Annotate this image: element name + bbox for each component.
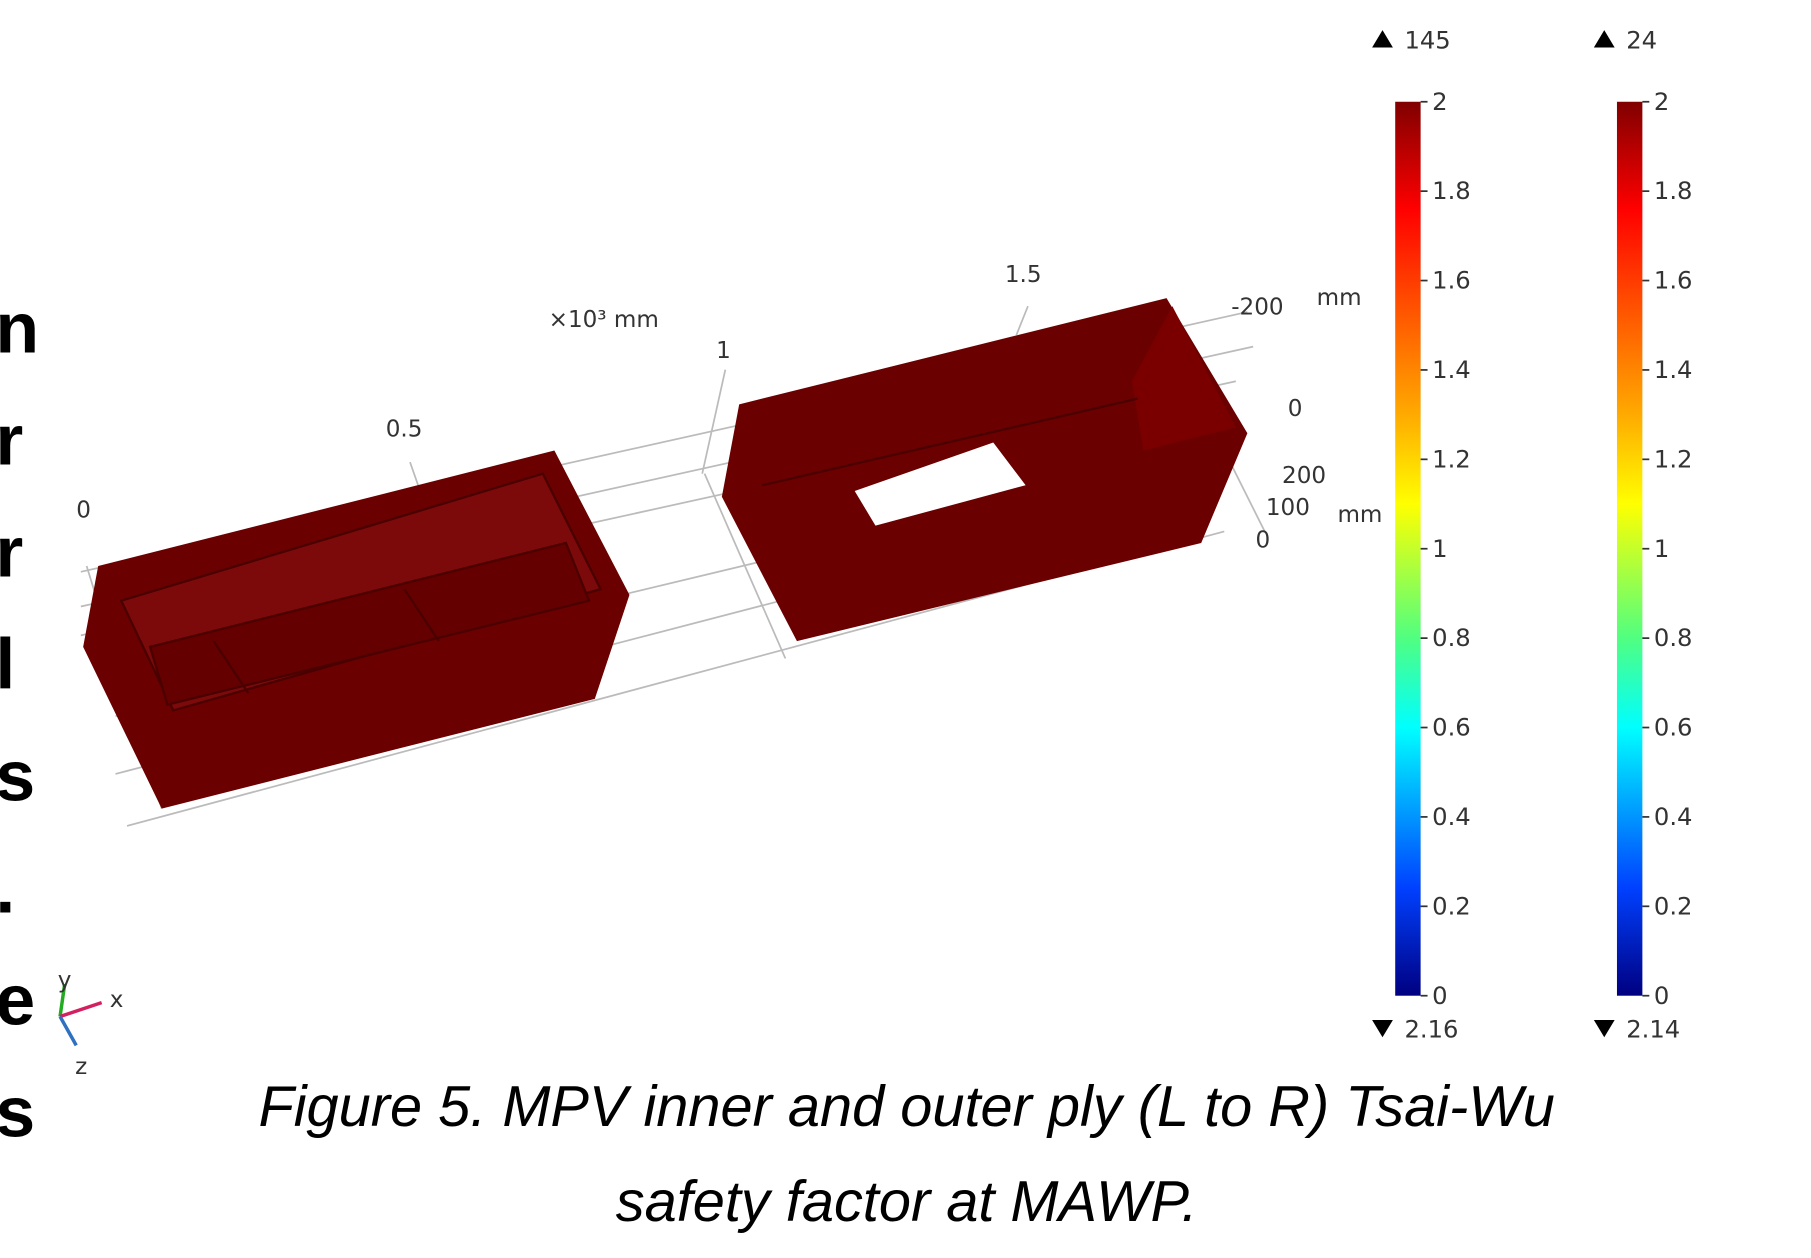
min-marker: [1594, 1020, 1615, 1037]
side-letter: e: [0, 961, 35, 1041]
side-text: nrrls.es: [0, 288, 39, 1152]
colorbar-min: 2.14: [1626, 1014, 1680, 1043]
colorbar-tick-label: 1.6: [1654, 266, 1693, 295]
colorbar-tick-label: 1: [1654, 534, 1669, 563]
max-marker: [1372, 30, 1393, 47]
colorbar-tick-label: 0: [1654, 981, 1669, 1010]
colorbar-max: 145: [1404, 26, 1450, 55]
axis-label: mm: [1317, 285, 1362, 311]
colorbar-tick-label: 0.2: [1654, 891, 1693, 920]
colorbar: [1617, 102, 1642, 996]
triad: y x z: [58, 968, 124, 1081]
colorbar-max: 24: [1626, 26, 1657, 55]
right-vessel: [722, 298, 1248, 641]
axis-label: -200: [1231, 294, 1283, 320]
triad-label: x: [110, 987, 124, 1013]
colorbar-tick-label: 0.6: [1432, 713, 1471, 742]
min-marker: [1372, 1020, 1393, 1037]
caption-line: Figure 5. MPV inner and outer ply (L to …: [258, 1075, 1554, 1139]
side-letter: .: [0, 849, 15, 929]
axis-label: 1.5: [1005, 262, 1042, 288]
axis-label: 0: [1288, 396, 1303, 422]
triad-label: z: [75, 1054, 87, 1080]
colorbar-min: 2.16: [1404, 1014, 1458, 1043]
axis-label: 0: [1255, 528, 1270, 554]
colorbar-tick-label: 0.4: [1654, 802, 1693, 831]
colorbar-tick-label: 2: [1654, 87, 1669, 116]
figure: ×10³ mm00.511.5-2000200mm1000mm y x z 14…: [0, 0, 1811, 1258]
colorbars: 145 2.16 2 1.8 1.6 1.4 1.2 1 0.8 0.6 0.4 0.2 0 24 2.14…: [1372, 26, 1692, 1044]
colorbar-tick-label: 1.2: [1432, 444, 1471, 473]
side-letter: l: [0, 624, 15, 704]
axis-label: ×10³ mm: [549, 307, 659, 333]
side-letter: s: [0, 1073, 35, 1153]
max-marker: [1594, 30, 1615, 47]
triad-label: y: [58, 968, 72, 994]
left-vessel: [83, 451, 629, 809]
axis-label: 200: [1282, 463, 1326, 489]
axis-label: 100: [1266, 495, 1310, 521]
colorbar-tick-label: 0.8: [1432, 623, 1471, 652]
colorbar-tick-label: 1.4: [1654, 355, 1693, 384]
colorbar-tick-label: 1: [1432, 534, 1447, 563]
colorbar-tick-label: 2: [1432, 87, 1447, 116]
colorbar-tick-label: 1.6: [1432, 266, 1471, 295]
colorbar-tick-label: 1.2: [1654, 444, 1693, 473]
colorbar-tick-label: 0.6: [1654, 713, 1693, 742]
colorbar-tick-label: 0.8: [1654, 623, 1693, 652]
colorbar-tick-label: 0.2: [1432, 891, 1471, 920]
axis-label: mm: [1337, 502, 1382, 528]
side-letter: n: [0, 288, 39, 368]
side-letter: s: [0, 737, 35, 817]
axis-label: 0: [76, 498, 91, 524]
side-letter: r: [0, 512, 23, 592]
colorbar-tick-label: 0.4: [1432, 802, 1471, 831]
caption-line: safety factor at MAWP.: [616, 1170, 1198, 1234]
side-letter: r: [0, 400, 23, 480]
colorbar: [1395, 102, 1420, 996]
axis-label: 0.5: [386, 417, 423, 443]
colorbar-tick-label: 0: [1432, 981, 1447, 1010]
axis-label: 1: [716, 338, 731, 364]
colorbar-tick-label: 1.4: [1432, 355, 1471, 384]
colorbar-tick-label: 1.8: [1432, 176, 1471, 205]
colorbar-tick-label: 1.8: [1654, 176, 1693, 205]
